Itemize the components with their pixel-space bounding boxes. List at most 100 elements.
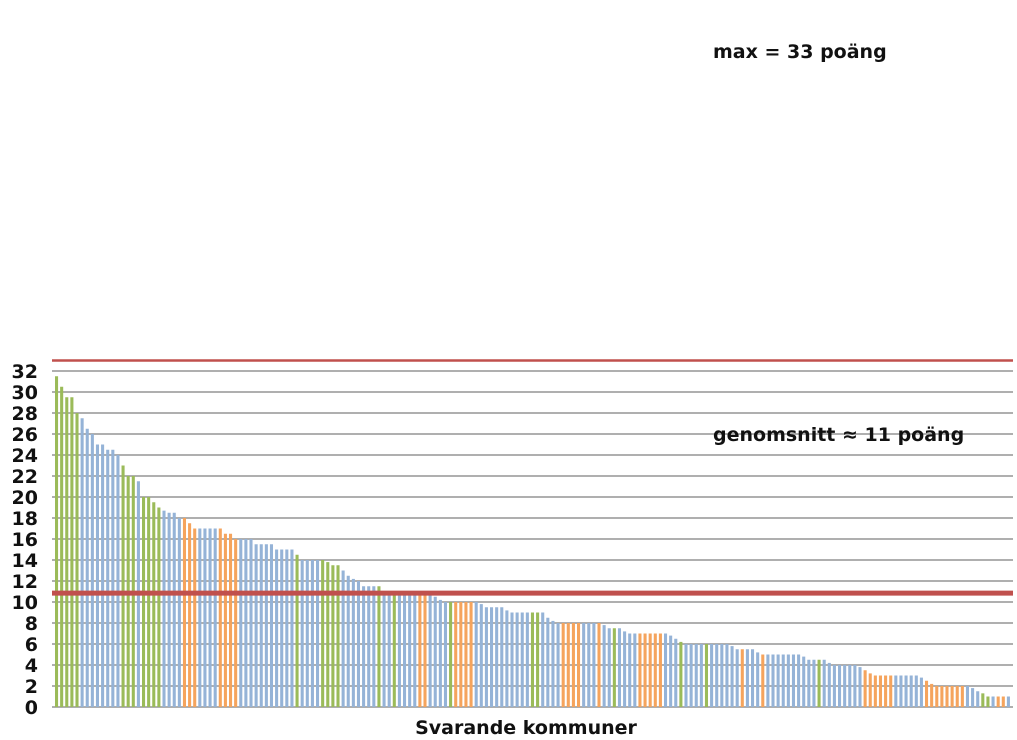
bar: [244, 539, 248, 707]
bar: [341, 570, 345, 707]
bar: [321, 560, 325, 707]
y-tick-label: 16: [12, 529, 38, 551]
bar: [449, 602, 453, 707]
bar: [351, 578, 355, 707]
bar: [771, 654, 775, 707]
bar: [484, 607, 488, 707]
bar: [986, 696, 990, 707]
bar: [408, 591, 412, 707]
bar: [80, 418, 84, 707]
bar: [884, 675, 888, 707]
bar: [812, 659, 816, 707]
bar: [234, 539, 238, 707]
bar: [976, 691, 980, 707]
bar: [316, 560, 320, 707]
bar: [592, 623, 596, 707]
bar: [520, 612, 524, 707]
bar: [331, 565, 335, 707]
bar: [121, 465, 125, 707]
bar: [710, 644, 714, 707]
bar: [377, 586, 381, 707]
y-tick-label: 22: [12, 466, 38, 488]
bar: [597, 623, 601, 707]
y-tick-label: 20: [12, 487, 38, 509]
bar: [689, 644, 693, 707]
bar: [612, 628, 616, 707]
bar: [142, 497, 146, 707]
bar: [868, 673, 872, 707]
bar: [60, 386, 64, 707]
bar: [229, 533, 233, 707]
bar: [561, 623, 565, 707]
bar: [397, 591, 401, 707]
bar: [965, 686, 970, 707]
bar: [193, 528, 197, 707]
bar: [617, 628, 622, 707]
bar: [648, 633, 652, 707]
bar: [346, 575, 350, 707]
bar: [162, 510, 166, 707]
bar: [991, 696, 995, 707]
bar: [832, 665, 836, 707]
bar: [418, 591, 422, 707]
bar: [239, 539, 243, 707]
y-tick-label: 6: [25, 634, 38, 656]
y-tick-label: 18: [12, 508, 38, 530]
bar: [356, 581, 361, 707]
y-tick-label: 32: [12, 361, 38, 383]
bar: [75, 413, 79, 707]
bar: [172, 512, 176, 707]
bar: [802, 656, 806, 707]
bar: [188, 523, 192, 707]
bar: [438, 599, 442, 707]
bar: [791, 654, 796, 707]
bar: [382, 591, 386, 707]
bar: [766, 654, 770, 707]
bar: [827, 662, 831, 707]
y-tick-label: 30: [12, 382, 38, 404]
bar: [669, 635, 673, 707]
bar: [290, 549, 294, 707]
bar: [781, 654, 785, 707]
bar: [996, 696, 1000, 707]
bar: [459, 602, 463, 707]
bar: [894, 675, 898, 707]
bar: [101, 444, 105, 707]
bar: [70, 397, 74, 707]
max-annotation: max = 33 poäng: [713, 41, 887, 63]
bar: [551, 620, 555, 707]
bar: [623, 631, 627, 707]
bar: [95, 444, 100, 707]
bar: [720, 644, 724, 707]
bar: [116, 455, 120, 707]
y-tick-label: 4: [25, 655, 38, 677]
bar: [300, 560, 304, 707]
average-annotation: genomsnitt ≈ 11 poäng: [713, 424, 964, 446]
bar: [474, 602, 478, 707]
bar: [971, 688, 975, 707]
bar: [751, 649, 755, 707]
y-tick-label: 14: [12, 550, 38, 572]
bar: [285, 549, 289, 707]
bar: [919, 677, 923, 707]
bar: [152, 502, 156, 707]
bar: [157, 507, 161, 707]
bar: [515, 612, 519, 707]
bar: [843, 665, 847, 707]
bar: [55, 376, 59, 707]
bar: [500, 607, 504, 707]
bar: [525, 612, 529, 707]
bar: [479, 604, 483, 707]
bar: [454, 602, 458, 707]
bar: [213, 528, 217, 707]
bar: [65, 397, 69, 707]
bar: [878, 675, 883, 707]
bar: [817, 659, 821, 707]
bar: [889, 675, 893, 707]
x-axis-label: Svarande kommuner: [415, 717, 637, 739]
bar: [653, 633, 657, 707]
bar: [607, 628, 611, 707]
bar: [443, 602, 448, 707]
bar: [909, 675, 913, 707]
